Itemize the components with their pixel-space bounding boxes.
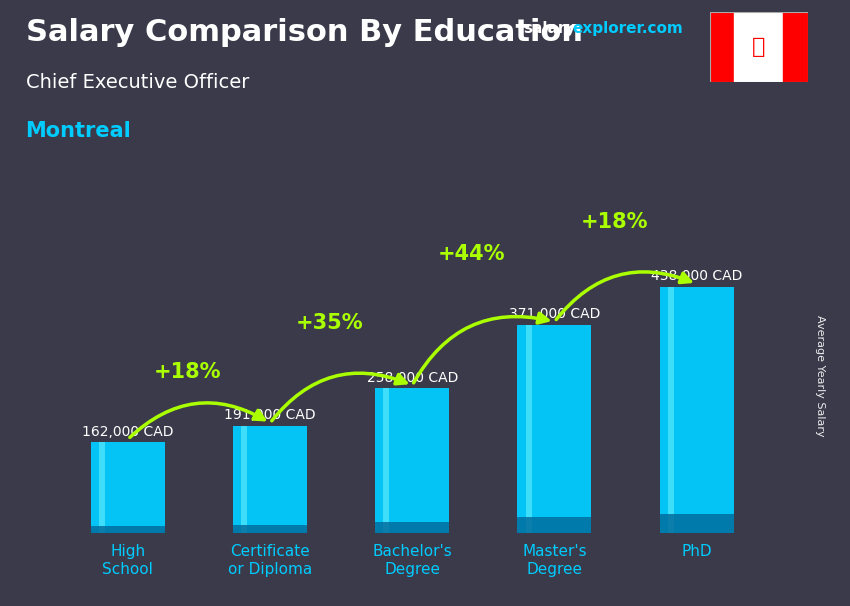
Text: Salary Comparison By Education: Salary Comparison By Education xyxy=(26,18,582,47)
Text: +44%: +44% xyxy=(439,244,506,264)
Bar xyxy=(233,525,307,533)
Text: 🍁: 🍁 xyxy=(752,37,765,57)
Text: 191,000 CAD: 191,000 CAD xyxy=(224,408,316,422)
Text: salary: salary xyxy=(523,21,575,36)
Bar xyxy=(783,12,808,82)
Bar xyxy=(91,526,165,533)
Bar xyxy=(518,325,592,533)
Bar xyxy=(383,388,389,533)
Bar xyxy=(376,388,450,533)
Bar xyxy=(710,12,734,82)
Text: explorer.com: explorer.com xyxy=(572,21,683,36)
Text: Average Yearly Salary: Average Yearly Salary xyxy=(815,315,825,436)
Bar xyxy=(241,426,247,533)
Bar xyxy=(668,287,674,533)
Text: 371,000 CAD: 371,000 CAD xyxy=(509,307,600,321)
Bar xyxy=(99,442,105,533)
Bar xyxy=(376,522,450,533)
Text: 162,000 CAD: 162,000 CAD xyxy=(82,425,173,439)
Bar xyxy=(660,287,734,533)
Bar xyxy=(660,513,734,533)
Bar xyxy=(734,12,783,82)
Text: +18%: +18% xyxy=(581,212,648,232)
Text: Chief Executive Officer: Chief Executive Officer xyxy=(26,73,249,92)
Text: +18%: +18% xyxy=(154,362,221,382)
Text: 258,000 CAD: 258,000 CAD xyxy=(366,371,458,385)
Bar xyxy=(525,325,531,533)
Bar xyxy=(233,426,307,533)
Bar xyxy=(91,442,165,533)
Text: +35%: +35% xyxy=(296,313,364,333)
Bar xyxy=(518,516,592,533)
Text: Montreal: Montreal xyxy=(26,121,131,141)
Text: 438,000 CAD: 438,000 CAD xyxy=(651,270,742,284)
